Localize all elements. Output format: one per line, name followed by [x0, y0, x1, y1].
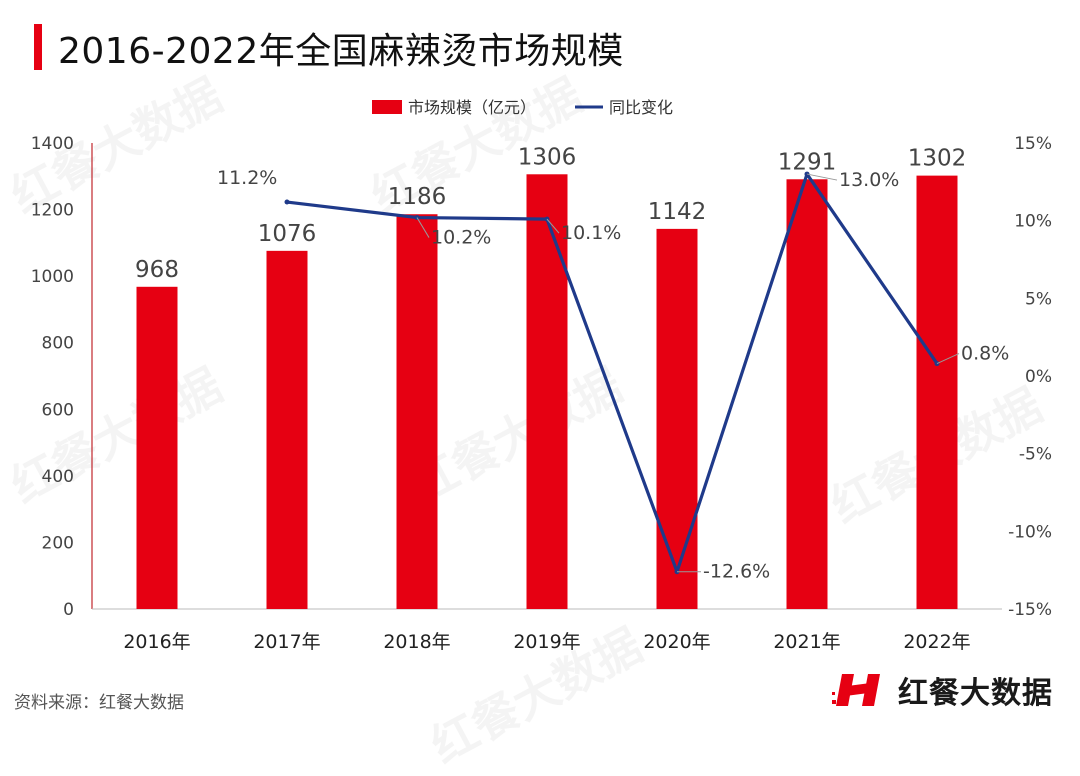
legend-bar-swatch: [372, 100, 402, 114]
line-data-label: 10.2%: [431, 227, 491, 249]
y-right-tick-label: -10%: [1008, 522, 1052, 542]
y-left-tick-label: 0: [63, 600, 74, 620]
y-left-tick-label: 600: [42, 400, 74, 420]
y-left-tick-label: 1000: [31, 267, 74, 287]
x-tick-label: 2020年: [643, 631, 710, 653]
bar-data-label: 1291: [778, 149, 837, 175]
y-right-tick-label: -5%: [1019, 445, 1052, 465]
line-data-label: 0.8%: [961, 343, 1009, 365]
bar-data-label: 1076: [258, 221, 317, 247]
label-leader-line: [416, 217, 430, 238]
bar: [656, 228, 698, 609]
y-left-tick-label: 400: [42, 467, 74, 487]
line-data-label: 13.0%: [839, 169, 899, 191]
page-title: 2016-2022年全国麻辣烫市场规模: [58, 31, 624, 72]
bar-data-label: 968: [135, 257, 179, 283]
brand-logo: 红餐大数据: [832, 668, 1053, 712]
y-left-tick-label: 1400: [31, 134, 74, 154]
y-right-tick-label: -15%: [1008, 600, 1052, 620]
legend-line-label: 同比变化: [609, 98, 673, 117]
bar: [136, 286, 178, 609]
source-note: 资料来源：红餐大数据: [14, 693, 184, 713]
y-left-tick-label: 200: [42, 533, 74, 553]
label-leader-line: [546, 218, 560, 234]
y-right-tick-label: 5%: [1025, 289, 1052, 309]
label-leader-line: [936, 353, 960, 365]
title-accent-bar: [34, 24, 42, 70]
bar-data-label: 1142: [648, 199, 707, 225]
line-point: [284, 199, 290, 205]
x-tick-label: 2018年: [383, 631, 450, 653]
bar-data-label: 1306: [518, 144, 577, 170]
bar: [786, 179, 828, 609]
label-leader-line: [806, 173, 838, 181]
brand-name: 红餐大数据: [898, 676, 1053, 711]
bar-data-label: 1302: [908, 146, 967, 172]
y-right-tick-label: 10%: [1014, 212, 1052, 232]
y-left-tick-label: 1200: [31, 201, 74, 221]
chart: 0 200 400 600 800 1000 1200 1400 -15% -10% -5% 0% 5%…: [31, 98, 1052, 653]
y-right-tick-label: 0%: [1025, 367, 1052, 387]
line-data-label: 11.2%: [217, 167, 277, 189]
x-tick-label: 2022年: [903, 631, 970, 653]
x-tick-label: 2017年: [253, 631, 320, 653]
x-tick-label: 2016年: [123, 631, 190, 653]
legend-bar-label: 市场规模（亿元）: [408, 98, 536, 117]
red-H-logo-icon: [832, 674, 880, 706]
line-data-label: -12.6%: [703, 561, 770, 583]
bar: [396, 214, 438, 609]
y-left-tick-label: 800: [42, 334, 74, 354]
x-tick-label: 2019年: [513, 631, 580, 653]
line-data-label: 10.1%: [561, 222, 621, 244]
y-right-tick-label: 15%: [1014, 134, 1052, 154]
line-series: [286, 172, 939, 574]
bar-data-label: 1186: [388, 184, 447, 210]
bar: [526, 174, 568, 609]
x-tick-label: 2021年: [773, 631, 840, 653]
bar: [916, 175, 958, 609]
bar: [266, 250, 308, 610]
